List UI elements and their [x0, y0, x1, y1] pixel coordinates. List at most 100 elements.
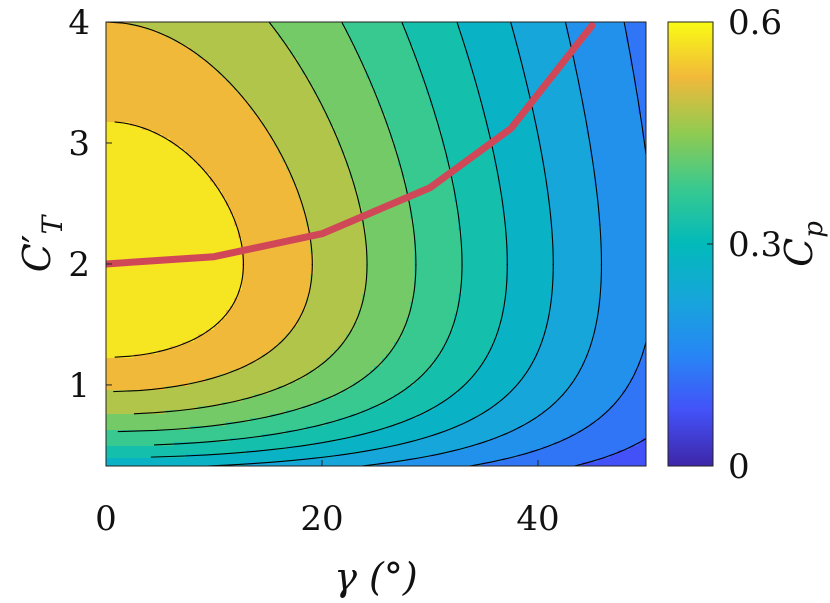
contour-cell: [158, 54, 163, 59]
contour-cell: [242, 238, 247, 243]
contour-cell: [194, 374, 199, 379]
contour-cell: [266, 26, 271, 31]
contour-cell: [214, 82, 219, 87]
contour-cell: [178, 298, 183, 303]
contour-cell: [278, 142, 283, 147]
contour-cell: [122, 270, 127, 275]
contour-cell: [210, 150, 215, 155]
contour-cell: [250, 254, 255, 259]
contour-cell: [218, 382, 223, 387]
contour-cell: [130, 242, 135, 247]
contour-cell: [222, 306, 227, 311]
contour-cell: [190, 154, 195, 159]
contour-cell: [158, 38, 163, 43]
contour-cell: [174, 374, 179, 379]
contour-cell: [106, 162, 111, 167]
contour-cell: [202, 82, 207, 87]
contour-cell: [250, 426, 255, 431]
contour-cell: [194, 430, 199, 435]
contour-cell: [214, 330, 219, 335]
contour-cell: [158, 106, 163, 111]
contour-cell: [274, 342, 279, 347]
contour-cell: [278, 310, 283, 315]
contour-cell: [138, 402, 143, 407]
contour-cell: [154, 170, 159, 175]
contour-cell: [198, 42, 203, 47]
contour-cell: [182, 334, 187, 339]
contour-cell: [278, 306, 283, 311]
contour-cell: [194, 414, 199, 419]
contour-cell: [182, 214, 187, 219]
contour-cell: [258, 394, 263, 399]
contour-cell: [246, 78, 251, 83]
contour-cell: [158, 402, 163, 407]
contour-cell: [178, 102, 183, 107]
contour-cell: [222, 198, 227, 203]
contour-cell: [198, 106, 203, 111]
contour-cell: [186, 182, 191, 187]
contour-cell: [142, 298, 147, 303]
contour-cell: [106, 46, 111, 51]
contour-cell: [226, 386, 231, 391]
contour-cell: [150, 34, 155, 39]
contour-cell: [106, 150, 111, 155]
contour-cell: [126, 150, 131, 155]
contour-cell: [154, 406, 159, 411]
contour-cell: [166, 434, 171, 439]
contour-cell: [154, 438, 159, 443]
contour-cell: [246, 170, 251, 175]
contour-cell: [154, 98, 159, 103]
contour-cell: [194, 26, 199, 31]
contour-cell: [242, 354, 247, 359]
contour-cell: [258, 362, 263, 367]
contour-cell: [118, 50, 123, 55]
contour-cell: [162, 34, 167, 39]
contour-cell: [170, 366, 175, 371]
contour-cell: [182, 74, 187, 79]
contour-cell: [254, 414, 259, 419]
contour-cell: [178, 66, 183, 71]
contour-cell: [186, 38, 191, 43]
contour-cell: [270, 290, 275, 295]
contour-cell: [150, 130, 155, 135]
contour-cell: [270, 330, 275, 335]
contour-cell: [238, 254, 243, 259]
contour-cell: [262, 114, 267, 119]
contour-cell: [210, 46, 215, 51]
contour-cell: [182, 270, 187, 275]
contour-cell: [122, 422, 127, 427]
contour-cell: [274, 222, 279, 227]
contour-cell: [210, 90, 215, 95]
contour-cell: [262, 290, 267, 295]
contour-cell: [134, 66, 139, 71]
contour-cell: [218, 50, 223, 55]
contour-cell: [278, 94, 283, 99]
contour-cell: [130, 66, 135, 71]
contour-cell: [106, 326, 111, 331]
contour-cell: [274, 438, 279, 443]
contour-cell: [214, 426, 219, 431]
contour-cell: [274, 314, 279, 319]
contour-cell: [174, 158, 179, 163]
contour-cell: [162, 102, 167, 107]
contour-cell: [170, 186, 175, 191]
contour-cell: [210, 126, 215, 131]
contour-cell: [234, 82, 239, 87]
contour-cell: [146, 194, 151, 199]
contour-cell: [230, 370, 235, 375]
contour-cell: [114, 154, 119, 159]
contour-cell: [258, 150, 263, 155]
contour-cell: [210, 218, 215, 223]
contour-cell: [162, 338, 167, 343]
contour-cell: [210, 202, 215, 207]
contour-cell: [202, 246, 207, 251]
contour-cell: [174, 318, 179, 323]
contour-cell: [118, 310, 123, 315]
contour-cell: [106, 358, 111, 363]
contour-cell: [114, 174, 119, 179]
contour-cell: [250, 322, 255, 327]
contour-cell: [202, 250, 207, 255]
contour-cell: [198, 426, 203, 431]
contour-cell: [274, 62, 279, 67]
contour-cell: [186, 222, 191, 227]
